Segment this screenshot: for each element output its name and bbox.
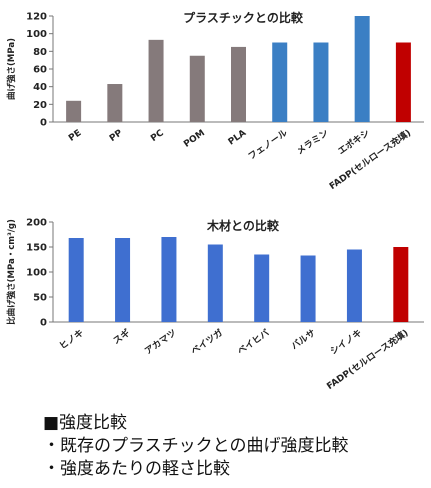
y-tick-label: 0	[40, 318, 47, 329]
y-tick-label: 80	[33, 47, 47, 58]
bar-6	[272, 42, 288, 122]
y-tick-label: 120	[26, 12, 47, 23]
category-label: PC	[149, 128, 166, 144]
y-tick-label: 150	[26, 243, 47, 254]
category-label: PP	[108, 128, 125, 144]
category-label: アカマツ	[143, 327, 179, 357]
bar-3	[161, 237, 177, 322]
category-label: ベイツガ	[189, 327, 225, 357]
bar-4	[207, 244, 223, 322]
chart-title: 木材との比較	[206, 218, 280, 233]
category-label: バルサ	[289, 327, 317, 352]
bar-5	[254, 254, 270, 322]
bar-7	[346, 249, 362, 322]
bar-4	[189, 55, 205, 122]
caption: ■強度比較 ・既存のプラスチックとの曲げ強度比較 ・強度あたりの軽さ比較	[43, 412, 349, 481]
category-label: スギ	[111, 327, 133, 347]
caption-line-1: ・既存のプラスチックとの曲げ強度比較	[43, 436, 349, 456]
bar-1	[68, 238, 84, 322]
category-label: PLA	[227, 128, 249, 147]
bar-8	[393, 247, 409, 322]
caption-line-2: ・強度あたりの軽さ比較	[43, 459, 230, 479]
wood-comparison-chart: 0 50 100 150 200 ヒノキ スギ アカマツ ベイツガ ベイヒバ バルサ シイノキFADP…	[6, 218, 424, 392]
category-label: ベイヒバ	[236, 327, 272, 357]
category-label: FADP(セルロース充填)	[324, 327, 410, 392]
category-label: フェノール	[246, 127, 289, 162]
bar-2	[115, 238, 131, 322]
category-label: シイノキ	[328, 327, 364, 357]
y-tick-label: 100	[26, 268, 47, 279]
y-tick-label: 60	[33, 65, 47, 76]
bar-8	[354, 16, 370, 122]
caption-heading: ■強度比較	[43, 413, 128, 433]
y-tick-label: 0	[40, 118, 47, 129]
y-tick-label: 200	[26, 218, 47, 229]
bar-3	[148, 39, 164, 122]
bar-7	[313, 42, 329, 122]
chart-title: プラスチックとの比較	[183, 10, 304, 25]
bar-6	[300, 255, 316, 322]
category-label: ヒノキ	[57, 327, 85, 352]
y-axis-title: 曲げ強さ(MPa)	[6, 38, 17, 100]
bar-5	[231, 46, 246, 122]
y-tick-label: 40	[33, 82, 47, 93]
category-label: エポキシ	[336, 127, 372, 157]
y-axis-title: 比曲げ強さ(MPa・cm³/g)	[6, 219, 17, 325]
y-tick-label: 20	[33, 100, 47, 111]
bar-2	[107, 84, 123, 122]
y-tick-label: 50	[33, 293, 47, 304]
category-label: PE	[67, 128, 83, 144]
y-tick-label: 100	[26, 29, 47, 40]
category-label: POM	[182, 128, 207, 150]
category-label: メラミン	[295, 127, 331, 157]
bar-1	[66, 100, 82, 122]
bar-9	[395, 42, 411, 122]
